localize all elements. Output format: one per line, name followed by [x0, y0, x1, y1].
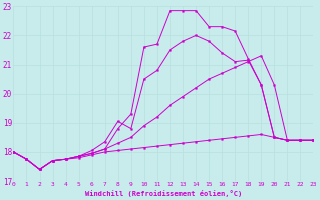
X-axis label: Windchill (Refroidissement éolien,°C): Windchill (Refroidissement éolien,°C)	[85, 190, 242, 197]
